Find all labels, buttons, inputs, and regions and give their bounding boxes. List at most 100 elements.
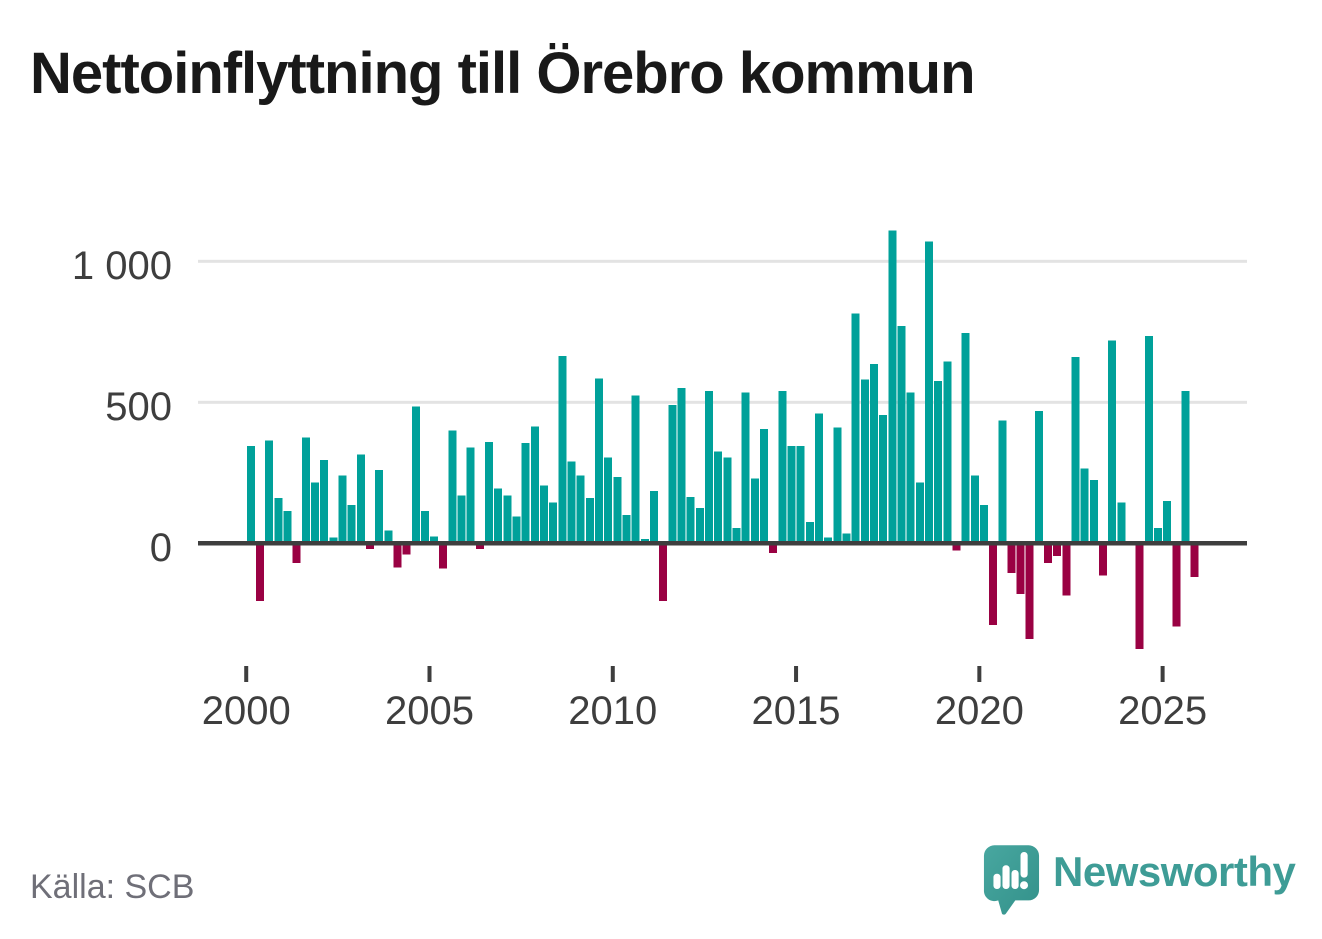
bar-2011-Q4 bbox=[677, 388, 686, 544]
bar-2003-Q1 bbox=[356, 454, 365, 544]
bar-2018-Q1 bbox=[906, 392, 915, 544]
bar-2003-Q3 bbox=[375, 469, 384, 544]
bar-2025-Q4 bbox=[1190, 543, 1199, 578]
bar-2017-Q4 bbox=[897, 326, 906, 544]
y-tick-label: 0 bbox=[149, 526, 172, 571]
bar-2002-Q2 bbox=[329, 537, 338, 544]
bar-2004-Q3 bbox=[411, 406, 420, 544]
bar-2016-Q1 bbox=[833, 427, 842, 544]
bar-2017-Q3 bbox=[888, 230, 897, 544]
bar-2016-Q4 bbox=[860, 379, 869, 544]
bar-2019-Q2 bbox=[952, 543, 961, 551]
bar-2013-Q2 bbox=[732, 527, 741, 544]
bar-2018-Q3 bbox=[924, 241, 933, 544]
bar-2015-Q4 bbox=[824, 537, 833, 544]
bar-2022-Q1 bbox=[1053, 543, 1062, 556]
bar-2023-Q4 bbox=[1117, 502, 1126, 544]
logo-exclamation-bar bbox=[1020, 851, 1028, 878]
bar-2013-Q1 bbox=[723, 457, 732, 544]
bar-2018-Q2 bbox=[915, 482, 924, 544]
bar-2002-Q3 bbox=[338, 475, 347, 544]
bar-2001-Q4 bbox=[310, 482, 319, 544]
x-tick-label: 2015 bbox=[751, 689, 841, 733]
bar-2020-Q1 bbox=[979, 505, 988, 544]
logo-bar-medium bbox=[1011, 870, 1019, 889]
gridline bbox=[198, 400, 1247, 404]
bar-2000-Q2 bbox=[255, 543, 264, 602]
bar-2004-Q2 bbox=[402, 543, 411, 555]
bar-2007-Q1 bbox=[503, 495, 512, 544]
bar-2023-Q3 bbox=[1108, 340, 1117, 544]
bar-2024-Q3 bbox=[1144, 336, 1153, 544]
bar-2021-Q3 bbox=[1034, 410, 1043, 544]
bar-2007-Q2 bbox=[512, 516, 521, 544]
bar-2019-Q4 bbox=[970, 475, 979, 544]
x-tick-mark bbox=[610, 666, 615, 682]
bar-2000-Q1 bbox=[246, 446, 255, 544]
bar-2006-Q3 bbox=[485, 441, 494, 544]
bar-2021-Q2 bbox=[1025, 543, 1034, 640]
bar-2012-Q1 bbox=[686, 496, 695, 544]
bar-2025-Q3 bbox=[1181, 391, 1190, 544]
bar-2009-Q3 bbox=[595, 378, 604, 544]
bar-2010-Q3 bbox=[631, 395, 640, 544]
x-tick-mark bbox=[977, 666, 982, 682]
x-tick-label: 2025 bbox=[1118, 689, 1208, 733]
bar-2018-Q4 bbox=[934, 381, 943, 544]
bar-2002-Q4 bbox=[347, 505, 356, 544]
bar-2006-Q4 bbox=[494, 488, 503, 544]
chart-title: Nettoinflyttning till Örebro kommun bbox=[30, 41, 976, 106]
bar-2004-Q1 bbox=[393, 543, 402, 568]
bar-2001-Q1 bbox=[283, 510, 292, 544]
zero-axis-line bbox=[198, 541, 1247, 546]
bar-2015-Q1 bbox=[796, 446, 805, 544]
bar-2012-Q2 bbox=[695, 508, 704, 544]
bar-2020-Q3 bbox=[998, 420, 1007, 544]
source-label: Källa: SCB bbox=[30, 868, 195, 906]
bar-2017-Q2 bbox=[879, 414, 888, 544]
bar-2010-Q1 bbox=[613, 477, 622, 544]
bar-2003-Q4 bbox=[384, 530, 393, 544]
bar-2023-Q2 bbox=[1099, 543, 1108, 576]
bar-2025-Q1 bbox=[1163, 501, 1172, 544]
bar-2015-Q3 bbox=[814, 413, 823, 544]
x-tick-label: 2020 bbox=[934, 689, 1024, 733]
bar-2022-Q4 bbox=[1080, 468, 1089, 544]
logo-bar-small bbox=[993, 873, 1001, 889]
bar-2020-Q2 bbox=[989, 543, 998, 626]
x-tick-mark bbox=[244, 666, 249, 682]
bar-2009-Q4 bbox=[604, 457, 613, 544]
bar-2019-Q3 bbox=[961, 333, 970, 544]
bar-2000-Q4 bbox=[274, 498, 283, 544]
x-tick-mark bbox=[794, 666, 799, 682]
bar-2021-Q1 bbox=[1016, 543, 1025, 595]
bar-2008-Q1 bbox=[540, 485, 549, 544]
newsworthy-logo: Newsworthy bbox=[983, 844, 1296, 915]
bar-2003-Q2 bbox=[365, 543, 374, 549]
bar-2022-Q3 bbox=[1071, 357, 1080, 544]
bar-2021-Q4 bbox=[1044, 543, 1053, 564]
bar-2005-Q2 bbox=[439, 543, 448, 569]
logo-exclamation-dot bbox=[1020, 881, 1029, 890]
bar-2014-Q1 bbox=[759, 429, 768, 544]
bar-2001-Q2 bbox=[292, 543, 301, 564]
bar-2023-Q1 bbox=[1089, 479, 1098, 544]
bar-2005-Q1 bbox=[430, 536, 439, 544]
bar-2008-Q2 bbox=[549, 502, 558, 544]
bar-2005-Q3 bbox=[448, 430, 457, 544]
bar-2011-Q3 bbox=[668, 405, 677, 544]
bar-2008-Q4 bbox=[567, 461, 576, 544]
bar-2014-Q2 bbox=[769, 543, 778, 554]
logo-bar-tall bbox=[1002, 865, 1010, 889]
bar-2007-Q4 bbox=[530, 426, 539, 544]
bar-2012-Q4 bbox=[714, 451, 723, 544]
bar-2012-Q3 bbox=[705, 391, 713, 544]
bar-2002-Q1 bbox=[320, 460, 329, 544]
bar-2011-Q2 bbox=[659, 543, 668, 602]
bar-2019-Q1 bbox=[943, 361, 952, 544]
x-tick-mark bbox=[1160, 666, 1165, 682]
bar-2024-Q4 bbox=[1154, 527, 1163, 544]
bar-2016-Q2 bbox=[842, 533, 851, 544]
